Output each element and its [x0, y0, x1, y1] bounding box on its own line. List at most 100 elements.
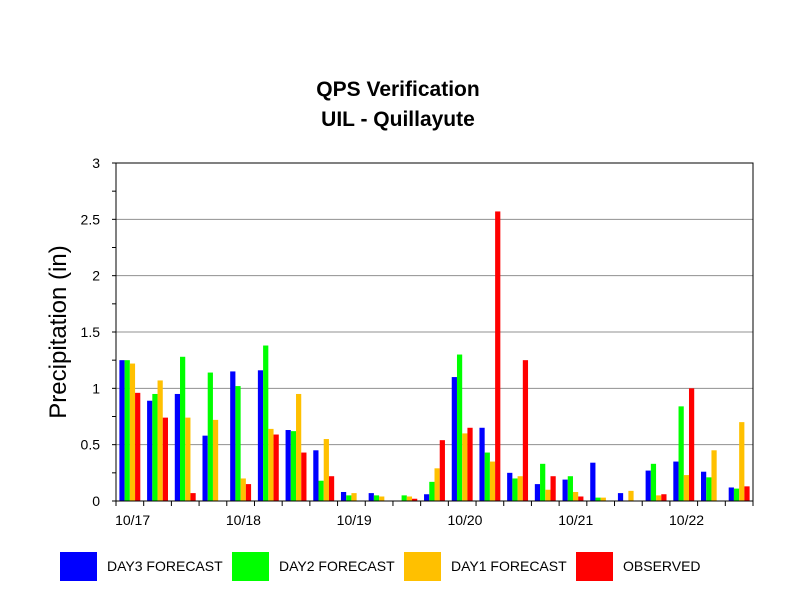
bar: [512, 478, 518, 501]
bar: [628, 490, 634, 501]
bar: [467, 427, 473, 501]
bar: [230, 371, 236, 501]
bar: [328, 476, 335, 501]
x-tick-label: 10/18: [226, 512, 261, 528]
x-tick-label: 10/22: [669, 512, 704, 528]
bar: [744, 486, 750, 501]
bar: [545, 489, 551, 501]
legend: DAY3 FORECAST DAY2 FORECAST DAY1 FORECAST O…: [60, 552, 701, 581]
bar: [207, 372, 213, 501]
y-tick-label: 1.5: [81, 324, 101, 340]
bar: [489, 461, 496, 501]
bar: [540, 463, 546, 501]
bar: [212, 419, 219, 501]
y-tick-label: 1: [92, 380, 100, 396]
bar: [479, 427, 485, 501]
y-tick-label: 3: [92, 155, 100, 171]
bar: [152, 393, 158, 501]
bar: [572, 491, 579, 501]
bar: [517, 476, 523, 501]
bar: [595, 497, 601, 501]
legend-swatch: [404, 552, 441, 581]
bar: [688, 388, 695, 501]
bar: [550, 476, 556, 501]
bar: [373, 495, 380, 501]
legend-label: DAY3 FORECAST: [107, 558, 223, 574]
bar: [562, 479, 568, 501]
bar: [534, 484, 541, 501]
y-tick-label: 0: [92, 493, 100, 509]
bar: [290, 431, 297, 501]
bar: [240, 478, 246, 501]
bar: [318, 480, 324, 501]
bar: [147, 400, 153, 501]
chart-subtitle: UIL - Quillayute: [321, 108, 475, 131]
bar: [678, 406, 684, 501]
y-axis-label: Precipitation (in): [45, 245, 72, 418]
y-tick-label: 2: [92, 268, 100, 284]
x-tick-label: 10/19: [337, 512, 372, 528]
bar: [296, 393, 302, 501]
bar: [129, 363, 136, 501]
bar: [656, 495, 662, 501]
x-tick-label: 10/20: [447, 512, 482, 528]
bars: [119, 211, 750, 502]
bar: [135, 392, 141, 501]
bar: [429, 481, 435, 501]
bar: [162, 417, 168, 501]
bar: [683, 475, 689, 501]
bar: [711, 450, 717, 501]
bar: [285, 430, 291, 501]
bar: [119, 360, 125, 501]
bar: [495, 211, 501, 502]
legend-label: DAY2 FORECAST: [279, 558, 395, 574]
bar: [484, 452, 490, 501]
bar: [202, 435, 208, 501]
bar: [617, 493, 624, 501]
bar: [340, 491, 347, 501]
bar: [567, 476, 573, 501]
legend-swatch: [232, 552, 269, 581]
bar: [401, 495, 407, 501]
bar: [434, 468, 440, 501]
bar: [263, 345, 269, 501]
bar: [451, 377, 457, 501]
bar: [706, 477, 712, 501]
bar: [351, 493, 357, 501]
bar: [590, 462, 596, 501]
bar: [578, 496, 584, 501]
bar: [257, 370, 264, 501]
chart-title: QPS Verification: [316, 78, 479, 101]
x-tick-label: 10/17: [115, 512, 150, 528]
bar: [406, 496, 413, 501]
bar: [456, 354, 463, 501]
bar: [412, 498, 418, 501]
bar: [522, 360, 529, 501]
bar: [273, 434, 279, 501]
bar: [733, 488, 740, 501]
bar: [600, 497, 606, 501]
legend-label: OBSERVED: [623, 558, 701, 574]
legend-swatch: [576, 552, 613, 581]
bar: [185, 417, 191, 501]
bar: [190, 493, 196, 501]
bar: [174, 393, 181, 501]
bar: [728, 487, 734, 501]
y-tick-label: 0.5: [81, 437, 101, 453]
bar: [180, 356, 186, 501]
bar: [346, 495, 352, 501]
bar: [313, 450, 319, 501]
bar: [462, 433, 468, 501]
bar: [235, 386, 241, 501]
bar: [268, 428, 274, 501]
y-tick-label: 2.5: [81, 211, 101, 227]
bar: [157, 380, 163, 501]
legend-label: DAY1 FORECAST: [451, 558, 567, 574]
bar: [650, 463, 657, 501]
bar: [323, 439, 329, 501]
bar: [124, 360, 130, 501]
axes: 0 0.5 1 1.5 2 2.5 3 10/17 10/18 10/19 10/20 10/21 10…: [81, 155, 754, 528]
bar: [368, 493, 374, 501]
legend-swatch: [60, 552, 97, 581]
